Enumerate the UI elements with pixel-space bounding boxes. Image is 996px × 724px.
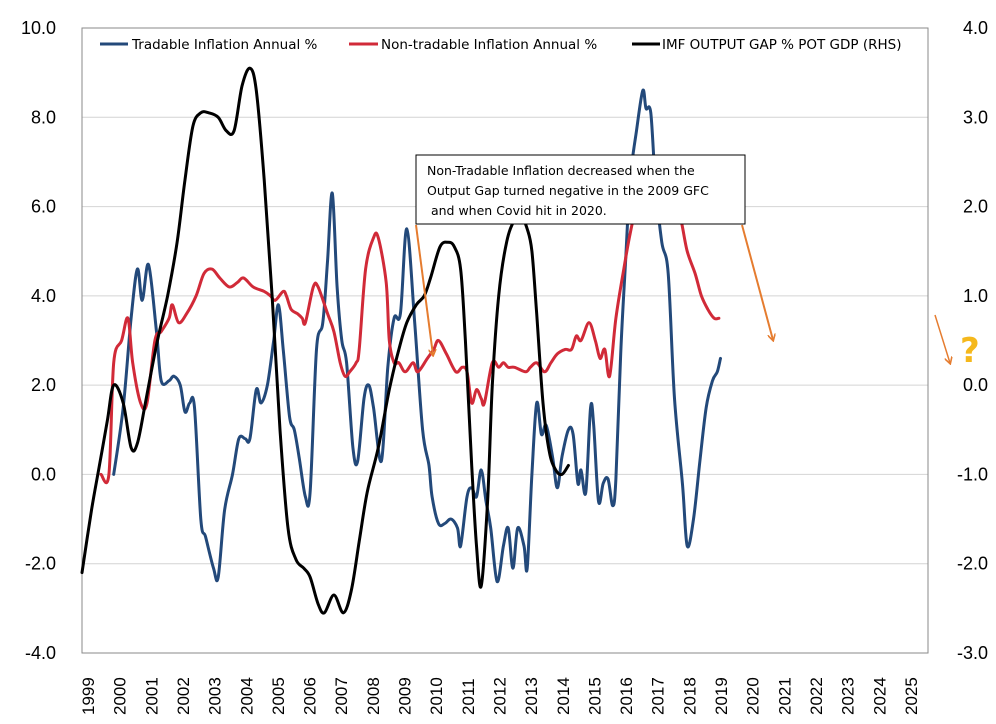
x-tick-label: 2013 [522,677,541,715]
y-right-tick-label: 4.0 [963,18,988,38]
legend-label-nontradable: Non-tradable Inflation Annual % [381,37,597,53]
y-right-tick-label: 3.0 [963,107,988,127]
plot-area-border [81,27,929,654]
x-tick-label: 2019 [712,677,731,715]
annotation-line-3: and when Covid hit in 2020. [427,203,607,218]
annotation-callout: Non-Tradable Inflation decreased when th… [415,154,746,225]
y-right-tick-label: -2.0 [957,554,988,574]
x-tick-label: 2008 [364,677,383,715]
y-left-tick-label: 10.0 [21,18,56,38]
series-output-gap [80,66,570,615]
x-tick-label: 2006 [301,677,320,715]
y-left-tick-label: -4.0 [25,643,56,663]
x-tick-label: 2020 [744,677,763,715]
x-axis: 1999 2000 2001 2002 2003 2004 2005 2006 2007 2008… [79,677,921,715]
x-tick-label: 2018 [680,677,699,715]
x-tick-label: 2022 [807,677,826,715]
y-right-tick-label: 0.0 [963,375,988,395]
x-tick-label: 2025 [902,677,921,715]
x-tick-label: 2002 [174,677,193,715]
y-left-tick-label: 4.0 [31,286,56,306]
x-tick-label: 2016 [617,677,636,715]
x-tick-label: 2007 [332,677,351,715]
x-tick-label: 1999 [79,677,98,715]
y-right-tick-label: -3.0 [957,643,988,663]
x-tick-label: 2003 [206,677,225,715]
y-axis-left: 10.0 8.0 6.0 4.0 2.0 0.0 -2.0 -4.0 [21,18,56,663]
y-right-tick-label: 2.0 [963,197,988,217]
x-tick-label: 2012 [490,677,509,715]
question-mark: ? [960,331,980,371]
x-tick-label: 2010 [427,677,446,715]
annotation-box [415,154,746,225]
x-tick-label: 2000 [111,677,130,715]
x-tick-label: 2004 [237,677,256,715]
x-tick-label: 2014 [554,677,573,715]
y-left-tick-label: 6.0 [31,197,56,217]
x-tick-label: 2017 [649,677,668,715]
y-right-tick-label: -1.0 [957,464,988,484]
series-lines [80,66,722,615]
series-tradable [112,88,722,584]
x-tick-label: 2011 [459,678,478,715]
x-tick-label: 2015 [585,677,604,715]
arrow-gfc [415,224,433,355]
x-tick-label: 2021 [775,677,794,715]
legend-label-tradable: Tradable Inflation Annual % [131,37,318,53]
arrow-covid [741,224,773,340]
y-left-tick-label: 8.0 [31,107,56,127]
x-tick-label: 2024 [870,677,889,715]
y-left-tick-label: 2.0 [31,375,56,395]
x-tick-label: 2009 [396,677,415,715]
legend-label-output-gap: IMF OUTPUT GAP % POT GDP (RHS) [662,37,901,53]
y-left-tick-label: -2.0 [25,554,56,574]
legend: Tradable Inflation Annual % Non-tradable… [100,37,901,53]
x-tick-label: 2005 [269,677,288,715]
annotation-line-2: Output Gap turned negative in the 2009 G… [427,183,709,198]
arrow-future [934,314,950,363]
series-nontradable [99,169,721,485]
y-axis-right: 4.0 3.0 2.0 1.0 0.0 -1.0 -2.0 -3.0 [957,18,988,663]
y-left-tick-label: 0.0 [31,464,56,484]
annotation-line-1: Non-Tradable Inflation decreased when th… [427,163,695,178]
x-tick-label: 2001 [142,677,161,715]
x-tick-label: 2023 [839,677,858,715]
y-right-tick-label: 1.0 [963,286,988,306]
